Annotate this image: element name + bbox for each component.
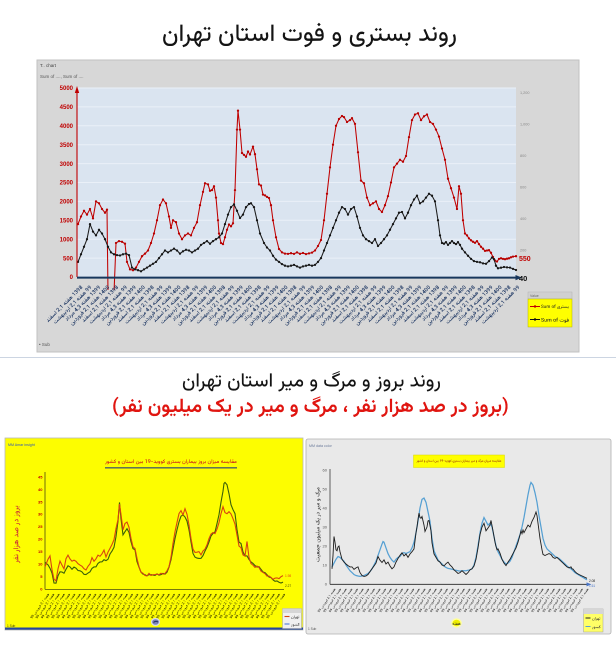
svg-text:MM Amar insight: MM Amar insight (8, 443, 35, 447)
svg-text:1.98: 1.98 (285, 574, 291, 578)
svg-text:2.08: 2.08 (589, 579, 595, 583)
svg-text:40: 40 (519, 274, 527, 283)
svg-text:2000: 2000 (60, 200, 74, 206)
svg-text:30: 30 (323, 524, 328, 529)
svg-text:2.27: 2.27 (285, 584, 291, 588)
svg-text:1 Sub: 1 Sub (7, 624, 16, 628)
svg-text:550: 550 (519, 256, 531, 263)
svg-text:400: 400 (520, 217, 526, 221)
svg-text:1500: 1500 (60, 219, 74, 225)
svg-text:600: 600 (520, 186, 526, 190)
svg-text:3000: 3000 (60, 162, 74, 168)
svg-text:4000: 4000 (60, 124, 74, 130)
svg-text:1,000: 1,000 (520, 123, 530, 127)
svg-text:40: 40 (323, 505, 328, 510)
svg-text:25: 25 (38, 524, 43, 529)
svg-text:500: 500 (63, 256, 74, 262)
svg-text:0: 0 (70, 275, 74, 281)
svg-text:40: 40 (38, 487, 43, 492)
svg-text:MM data color: MM data color (309, 444, 333, 448)
svg-text:Value: Value (530, 294, 539, 298)
svg-text:1 Sub: 1 Sub (308, 627, 317, 631)
svg-text:0: 0 (40, 586, 43, 591)
svg-text:10: 10 (323, 562, 328, 567)
svg-text:2500: 2500 (60, 181, 74, 187)
svg-text:45: 45 (38, 474, 43, 479)
svg-text:4500: 4500 (60, 105, 74, 111)
svg-text:1000: 1000 (60, 237, 74, 243)
svg-text:Sum of ...., Sum of ....: Sum of ...., Sum of .... (40, 74, 84, 79)
svg-text:800: 800 (520, 154, 526, 158)
svg-text:50: 50 (323, 486, 328, 491)
svg-text:10: 10 (38, 562, 43, 567)
svg-text:5: 5 (40, 574, 43, 579)
svg-text:200: 200 (520, 249, 526, 253)
svg-text:T.. chart: T.. chart (40, 63, 57, 68)
svg-text:1.61: 1.61 (589, 584, 595, 588)
svg-text:30: 30 (38, 512, 43, 517)
svg-text:5000: 5000 (60, 86, 74, 92)
svg-text:0: 0 (325, 581, 328, 586)
svg-text:20: 20 (323, 543, 328, 548)
svg-text:1,200: 1,200 (520, 91, 530, 95)
svg-text:60: 60 (323, 467, 328, 472)
svg-text:3500: 3500 (60, 143, 74, 149)
svg-text:35: 35 (38, 499, 43, 504)
svg-text:20: 20 (38, 537, 43, 542)
svg-text:• Sub: • Sub (39, 342, 50, 347)
svg-text:15: 15 (38, 549, 43, 554)
